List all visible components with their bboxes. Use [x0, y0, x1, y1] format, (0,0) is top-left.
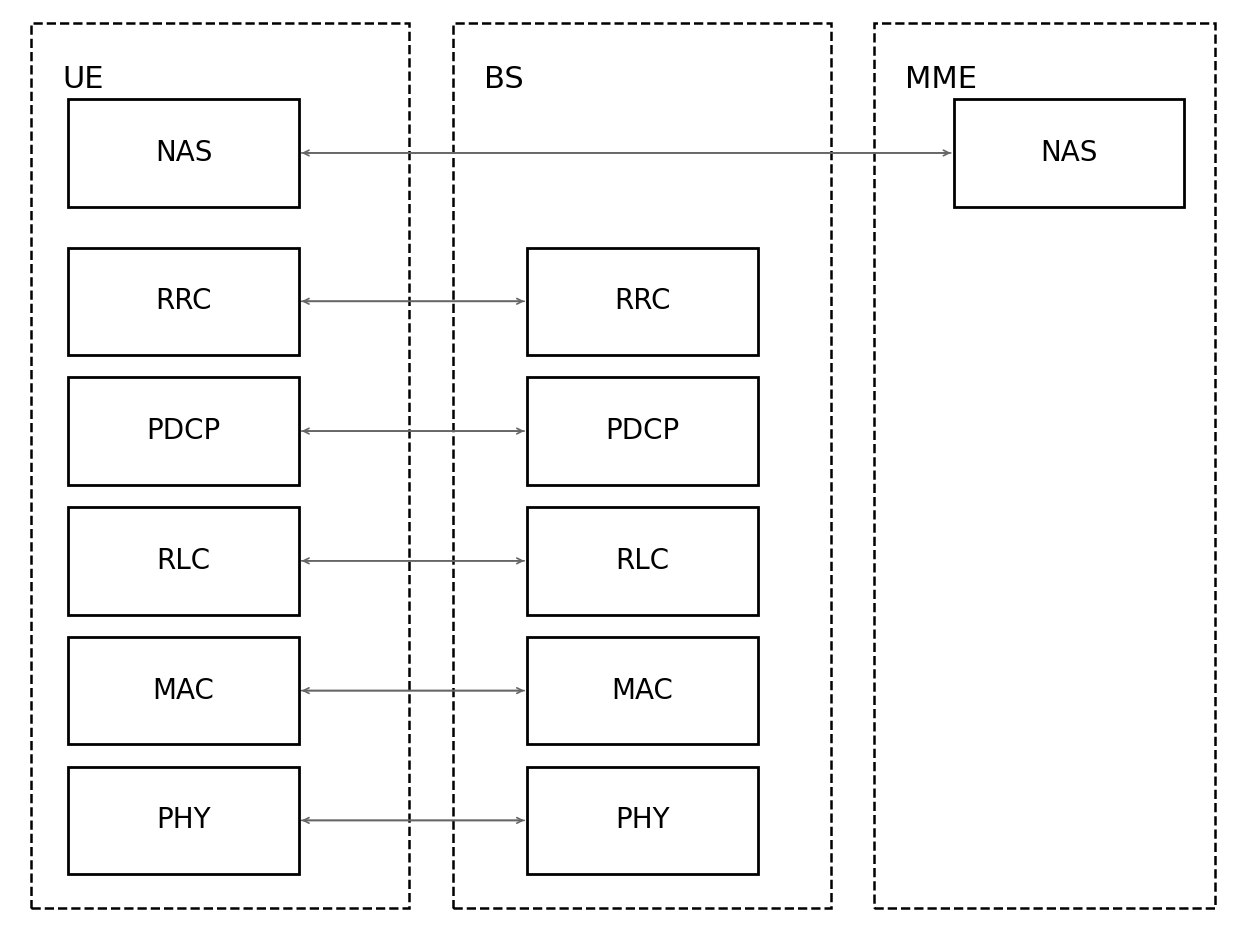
Bar — [68, 99, 299, 207]
Bar — [527, 637, 758, 744]
Text: MAC: MAC — [153, 677, 215, 705]
Bar — [527, 507, 758, 615]
Text: RLC: RLC — [615, 547, 670, 575]
Text: RRC: RRC — [614, 287, 671, 315]
Text: RRC: RRC — [155, 287, 212, 315]
Text: PHY: PHY — [156, 806, 211, 834]
Text: MAC: MAC — [611, 677, 673, 705]
Bar — [68, 507, 299, 615]
Text: UE: UE — [62, 65, 103, 94]
Bar — [68, 248, 299, 355]
Text: NAS: NAS — [1040, 139, 1097, 167]
Text: PDCP: PDCP — [605, 417, 680, 445]
Text: PDCP: PDCP — [146, 417, 221, 445]
Bar — [527, 377, 758, 485]
Text: PHY: PHY — [615, 806, 670, 834]
Bar — [453, 23, 831, 908]
Text: MME: MME — [905, 65, 977, 94]
Bar — [31, 23, 409, 908]
Bar — [68, 767, 299, 874]
Bar — [68, 377, 299, 485]
Bar — [954, 99, 1184, 207]
Text: BS: BS — [484, 65, 523, 94]
Bar — [527, 767, 758, 874]
Bar — [874, 23, 1215, 908]
Bar — [68, 637, 299, 744]
Text: RLC: RLC — [156, 547, 211, 575]
Text: NAS: NAS — [155, 139, 212, 167]
Bar — [527, 248, 758, 355]
